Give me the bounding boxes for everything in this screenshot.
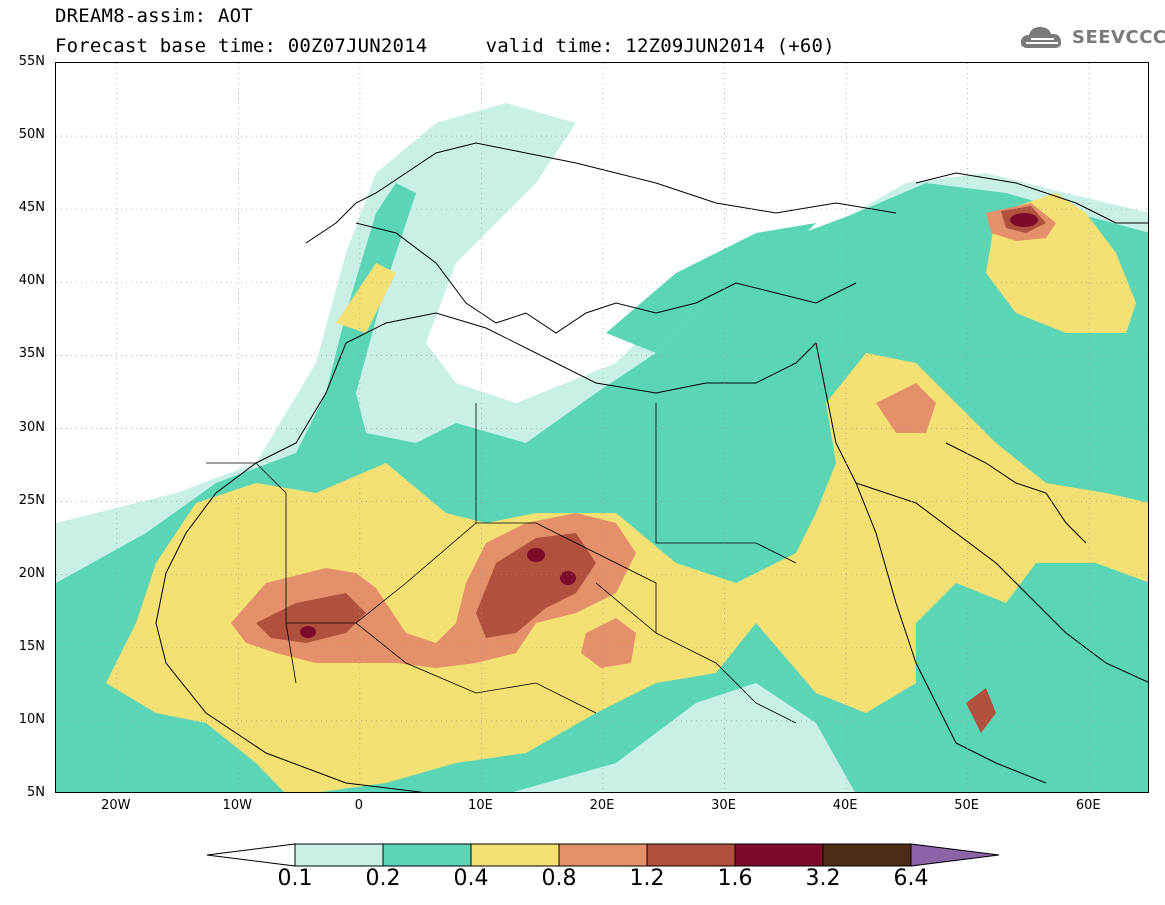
chart-title: DREAM8-assim: AOT xyxy=(55,5,253,27)
lon-tick-label: 50E xyxy=(954,798,980,813)
lon-tick-label: 10E xyxy=(468,798,493,813)
colorbar-level-label: 0.1 xyxy=(277,866,313,891)
colorbar-segment xyxy=(822,843,912,867)
lon-tick-label: 20E xyxy=(589,798,615,813)
colorbar-level-label: 1.6 xyxy=(717,866,753,891)
colorbar-segment xyxy=(558,843,648,867)
lat-tick-label: 35N xyxy=(18,346,45,362)
colorbar-level-label: 0.2 xyxy=(365,866,401,891)
lon-tick-label: 40E xyxy=(832,798,858,813)
forecast-times: Forecast base time: 00Z07JUN2014 valid t… xyxy=(55,35,835,57)
map-panel[interactable] xyxy=(55,62,1149,793)
lat-tick-label: 45N xyxy=(18,200,45,216)
lat-tick-label: 10N xyxy=(18,711,45,727)
colorbar-level-label: 1.2 xyxy=(629,866,665,891)
colorbar-segment xyxy=(734,843,824,867)
graticule xyxy=(56,63,1148,792)
colorbar-level-label: 3.2 xyxy=(805,866,841,891)
lon-tick-label: 20W xyxy=(101,798,131,813)
colorbar-segment xyxy=(646,843,736,867)
aot-level-1.2 xyxy=(256,206,1046,733)
colorbar-segment xyxy=(382,843,472,867)
colorbar-level-label: 0.4 xyxy=(453,866,489,891)
lon-tick-label: 10W xyxy=(222,798,253,813)
lon-tick-label: 0 xyxy=(354,798,364,813)
aot-map[interactable] xyxy=(56,63,1149,793)
lat-tick-label: 25N xyxy=(18,492,45,508)
colorbar-over-arrow xyxy=(910,843,1000,867)
colorbar xyxy=(206,843,1000,867)
lat-tick-label: 40N xyxy=(18,273,45,289)
colorbar-level-label: 0.8 xyxy=(541,866,577,891)
colorbar-under-arrow xyxy=(206,843,296,867)
lat-tick-label: 30N xyxy=(18,419,45,435)
colorbar-level-label: 6.4 xyxy=(893,866,929,891)
colorbar-segment xyxy=(294,843,384,867)
lat-tick-label: 50N xyxy=(18,127,45,143)
lat-tick-label: 15N xyxy=(18,638,45,654)
lon-tick-label: 60E xyxy=(1075,798,1101,813)
lon-tick-label: 30E xyxy=(711,798,736,813)
lat-tick-label: 20N xyxy=(18,565,45,581)
logo-text: SEEVCCC xyxy=(1072,26,1165,48)
country-borders xyxy=(206,403,797,724)
cloud-icon xyxy=(1020,27,1062,48)
lat-tick-label: 55N xyxy=(18,54,45,69)
colorbar-segment xyxy=(470,843,560,867)
seevccc-logo: SEEVCCC xyxy=(1018,22,1165,52)
coastlines xyxy=(155,142,1148,792)
lat-tick-label: 5N xyxy=(27,785,45,800)
